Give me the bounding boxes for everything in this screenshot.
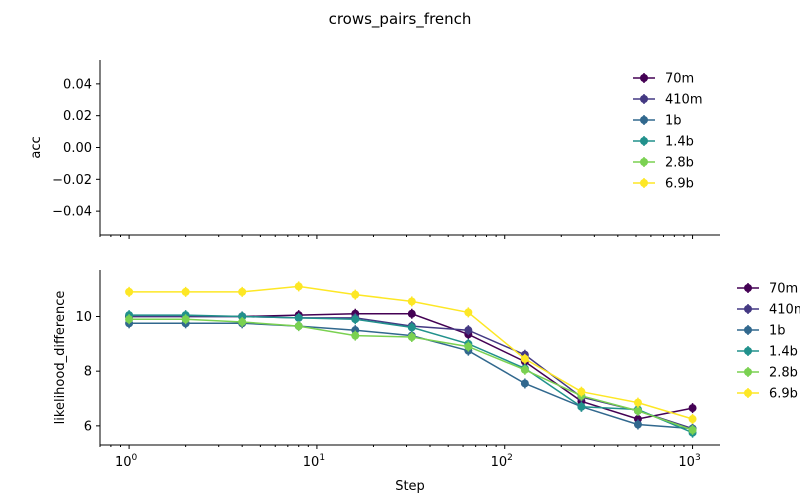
legend-marker (744, 389, 752, 397)
data-point (125, 287, 134, 296)
y-tick-label: −0.04 (52, 205, 92, 220)
legend-label: 6.9b (769, 387, 798, 402)
legend-marker (640, 179, 648, 187)
data-point (464, 342, 473, 351)
data-point (351, 290, 360, 299)
data-point (294, 313, 303, 322)
data-point (688, 425, 697, 434)
data-point (238, 287, 247, 296)
legend-marker (744, 347, 752, 355)
legend-label: 70m (769, 282, 798, 297)
x-tick-exponent: 1 (319, 453, 325, 463)
data-point (407, 309, 416, 318)
data-point (633, 406, 642, 415)
y-tick-label: 8 (84, 365, 92, 380)
y-tick-label: −0.02 (52, 173, 92, 188)
legend-marker (744, 305, 752, 313)
legend-label: 1.4b (665, 135, 694, 150)
data-point (633, 398, 642, 407)
data-point (238, 312, 247, 321)
y-tick-label: 6 (84, 419, 92, 434)
data-point (577, 387, 586, 396)
x-tick-exponent: 0 (131, 453, 137, 463)
legend-label: 6.9b (665, 177, 694, 192)
x-tick-exponent: 2 (507, 453, 513, 463)
data-point (633, 420, 642, 429)
legend-marker (744, 284, 752, 292)
acc-panel: 0.04 0.02 0.00 −0.02 −0.04 acc 70m 410m 1b 1.4b 2.… (29, 60, 720, 239)
x-tick-label: 102 (491, 453, 513, 470)
x-tick-exponent: 3 (695, 453, 701, 463)
x-tick-label: 100 (115, 453, 138, 470)
x-tick-base: 10 (678, 455, 695, 470)
data-point (181, 287, 190, 296)
data-point (407, 323, 416, 332)
legend-marker (640, 158, 648, 166)
data-point (577, 402, 586, 411)
data-point (351, 326, 360, 335)
data-point (125, 315, 134, 324)
data-point (520, 354, 529, 363)
x-tick-label: 101 (303, 453, 325, 470)
legend-label: 410m (769, 303, 800, 318)
figure-title: crows_pairs_french (329, 10, 472, 29)
legend-label: 2.8b (769, 366, 798, 381)
legend-label: 2.8b (665, 156, 694, 171)
legend-marker (744, 326, 752, 334)
x-tick-base: 10 (491, 455, 508, 470)
legend-label: 1b (769, 324, 786, 339)
legend-marker (640, 95, 648, 103)
data-point (633, 415, 642, 424)
legend-marker (640, 74, 648, 82)
x-tick-base: 10 (303, 455, 320, 470)
data-point (464, 308, 473, 317)
y-tick-label: 0.00 (63, 141, 92, 156)
y-axis-label: acc (29, 136, 44, 158)
series-line-6.9b (129, 285, 693, 420)
data-point (238, 317, 247, 326)
x-tick-base: 10 (115, 455, 132, 470)
legend-label: 410m (665, 93, 702, 108)
data-point (407, 332, 416, 341)
legend-label: 1b (665, 114, 682, 129)
data-point (181, 315, 190, 324)
legend-label: 70m (665, 72, 694, 87)
x-tick-label: 103 (678, 453, 700, 470)
legend-marker (640, 137, 648, 145)
legend-marker (640, 116, 648, 124)
data-point (688, 415, 697, 424)
y-tick-label: 10 (75, 310, 92, 325)
data-point (351, 331, 360, 340)
data-point (294, 282, 303, 291)
data-point (520, 379, 529, 388)
x-axis-label: Step (395, 479, 425, 494)
y-axis-label: likelihood_difference (53, 291, 68, 425)
legend-label: 1.4b (769, 345, 798, 360)
y-tick-label: 0.04 (63, 77, 92, 92)
data-point (294, 322, 303, 331)
data-point (520, 365, 529, 374)
legend-marker (744, 368, 752, 376)
data-point (688, 404, 697, 413)
data-point (351, 315, 360, 324)
data-point (464, 326, 473, 335)
y-tick-label: 0.02 (63, 109, 92, 124)
data-point (407, 297, 416, 306)
